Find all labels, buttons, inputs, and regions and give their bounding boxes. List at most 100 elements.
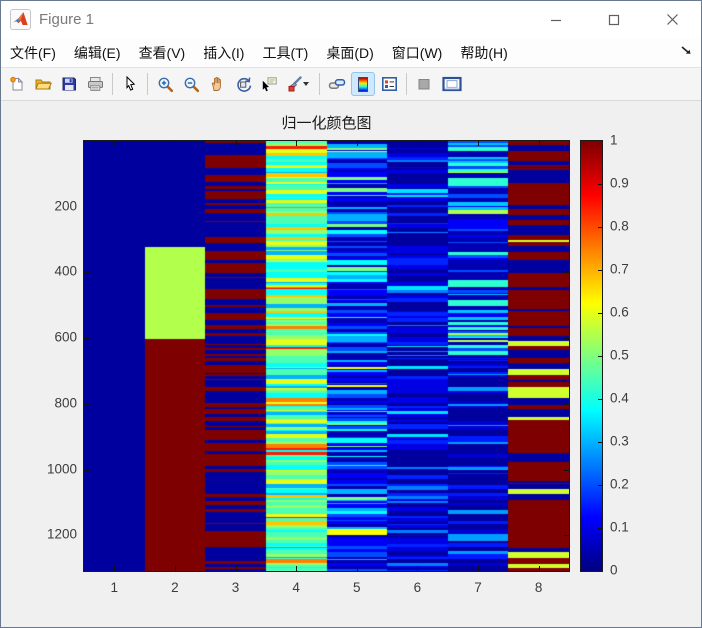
colorbar-tick-mark — [598, 399, 602, 400]
y-tick-mark — [564, 338, 569, 340]
new-figure-icon — [10, 76, 24, 91]
y-tick-label: 200 — [54, 198, 77, 214]
pan-button[interactable] — [205, 72, 229, 96]
y-tick-mark — [564, 469, 569, 471]
show-plot-tools-dock-icon — [442, 76, 462, 92]
colorbar-tick-label: 0.3 — [610, 433, 629, 449]
hide-plot-tools-button[interactable] — [412, 72, 436, 96]
new-figure-button[interactable] — [5, 72, 29, 96]
y-tick-mark — [84, 469, 89, 471]
colorbar-tick-mark — [598, 528, 602, 529]
colorbar-tick-label: 0.4 — [610, 390, 629, 406]
menu-item[interactable]: 窗口(W) — [391, 44, 443, 61]
y-tick-mark — [84, 206, 89, 208]
figure-toolbar — [1, 68, 701, 101]
colorbar-tick-label: 0 — [610, 562, 618, 578]
brush-data-button[interactable] — [283, 72, 314, 96]
heatmap-canvas[interactable] — [84, 141, 569, 571]
y-tick-mark — [84, 403, 89, 405]
zoom-in-icon — [158, 77, 173, 92]
colorbar-tick-label: 0.5 — [610, 347, 629, 363]
menu-items: 文件(F) 编辑(E) 查看(V) 插入(I) 工具(T) 桌面(D) 窗口(W) 帮助(H) — [1, 39, 517, 67]
y-tick-label: 400 — [54, 263, 77, 279]
print-figure-button[interactable] — [83, 72, 107, 96]
plot-title: 归一化颜色图 — [281, 115, 372, 132]
menu-item[interactable]: 帮助(H) — [460, 44, 508, 61]
colorbar-tick-label: 0.7 — [610, 261, 629, 277]
menu-item[interactable]: 插入(I) — [203, 44, 245, 61]
matlab-logo-icon — [10, 9, 31, 30]
maximize-icon[interactable] — [585, 1, 643, 38]
toolbar-separator — [319, 73, 320, 95]
x-tick-mark — [417, 141, 419, 146]
y-tick-mark — [84, 272, 89, 274]
x-tick-label: 5 — [353, 580, 361, 595]
edit-plot-button[interactable] — [118, 72, 142, 96]
x-tick-label: 1 — [110, 580, 119, 595]
colorbar — [580, 140, 603, 572]
zoom-out-icon — [184, 77, 199, 92]
colorbar-tick-label: 1 — [610, 132, 618, 148]
brush-dropdown-icon[interactable] — [303, 82, 309, 86]
x-tick-label: 7 — [474, 580, 482, 595]
link-chain-icon — [328, 79, 346, 89]
data-cursor-button[interactable] — [257, 72, 281, 96]
toolbar-separator — [406, 73, 407, 95]
insert-legend-button[interactable] — [377, 72, 401, 96]
show-plot-tools-dock-button[interactable] — [438, 72, 466, 96]
x-tick-mark — [538, 566, 540, 571]
zoom-in-button[interactable] — [153, 72, 177, 96]
toolbar-separator — [147, 73, 148, 95]
open-folder-icon — [34, 79, 52, 90]
menubar: 文件(F) 编辑(E) 查看(V) 插入(I) 工具(T) 桌面(D) 窗口(W) 帮助(H) — [1, 38, 701, 68]
menu-item[interactable]: 编辑(E) — [73, 44, 121, 61]
window-title: Figure 1 — [39, 11, 95, 28]
link-plot-button[interactable] — [325, 72, 349, 96]
close-icon[interactable] — [643, 1, 701, 38]
insert-colorbar-button[interactable] — [351, 72, 375, 96]
menu-item[interactable]: 文件(F) — [10, 44, 56, 61]
colorbar-tick-mark — [598, 485, 602, 486]
x-tick-mark — [114, 141, 116, 146]
y-tick-mark — [84, 338, 89, 340]
x-tick-mark — [538, 141, 540, 146]
colorbar-tick-mark — [598, 270, 602, 271]
figure-canvas-area: 归一化颜色图 200 400 600 800 1000 1200 1 2 3 4 5 6 7 8 1 0.… — [1, 101, 701, 627]
x-tick-label: 2 — [171, 580, 179, 595]
printer-icon — [87, 77, 103, 91]
colorbar-canvas — [581, 141, 602, 571]
zoom-out-button[interactable] — [179, 72, 203, 96]
x-tick-mark — [174, 566, 176, 571]
colorbar-tick-mark — [598, 442, 602, 443]
rotate-3d-button[interactable] — [231, 72, 255, 96]
data-cursor-icon — [262, 77, 277, 92]
y-tick-mark — [564, 272, 569, 274]
colorbar-tick-mark — [598, 184, 602, 185]
x-tick-mark — [478, 566, 480, 571]
y-tick-label: 800 — [54, 395, 77, 411]
x-tick-label: 3 — [231, 580, 240, 595]
titlebar: Figure 1 — [1, 1, 701, 39]
x-tick-mark — [296, 141, 298, 146]
x-tick-mark — [114, 566, 116, 571]
y-tick-label: 1200 — [46, 526, 77, 542]
menu-item[interactable]: 桌面(D) — [326, 44, 374, 61]
toolbar-separator — [112, 73, 113, 95]
colorbar-tick-label: 0.9 — [610, 175, 629, 191]
minimize-icon[interactable] — [527, 1, 585, 38]
colorbar-tick-label: 0.1 — [610, 519, 629, 535]
colorbar-tick-label: 0.6 — [610, 304, 629, 320]
colorbar-tick-mark — [598, 356, 602, 357]
y-tick-mark — [564, 206, 569, 208]
menu-item[interactable]: 查看(V) — [138, 44, 186, 61]
menu-item[interactable]: 工具(T) — [262, 44, 309, 61]
x-tick-mark — [478, 141, 480, 146]
y-tick-mark — [84, 535, 89, 537]
open-file-button[interactable] — [31, 72, 55, 96]
save-figure-button[interactable] — [57, 72, 81, 96]
hide-plot-tools-icon — [418, 79, 430, 90]
dock-arrow-icon[interactable] — [680, 44, 693, 62]
y-tick-mark — [564, 403, 569, 405]
colorbar-tick-mark — [598, 227, 602, 228]
